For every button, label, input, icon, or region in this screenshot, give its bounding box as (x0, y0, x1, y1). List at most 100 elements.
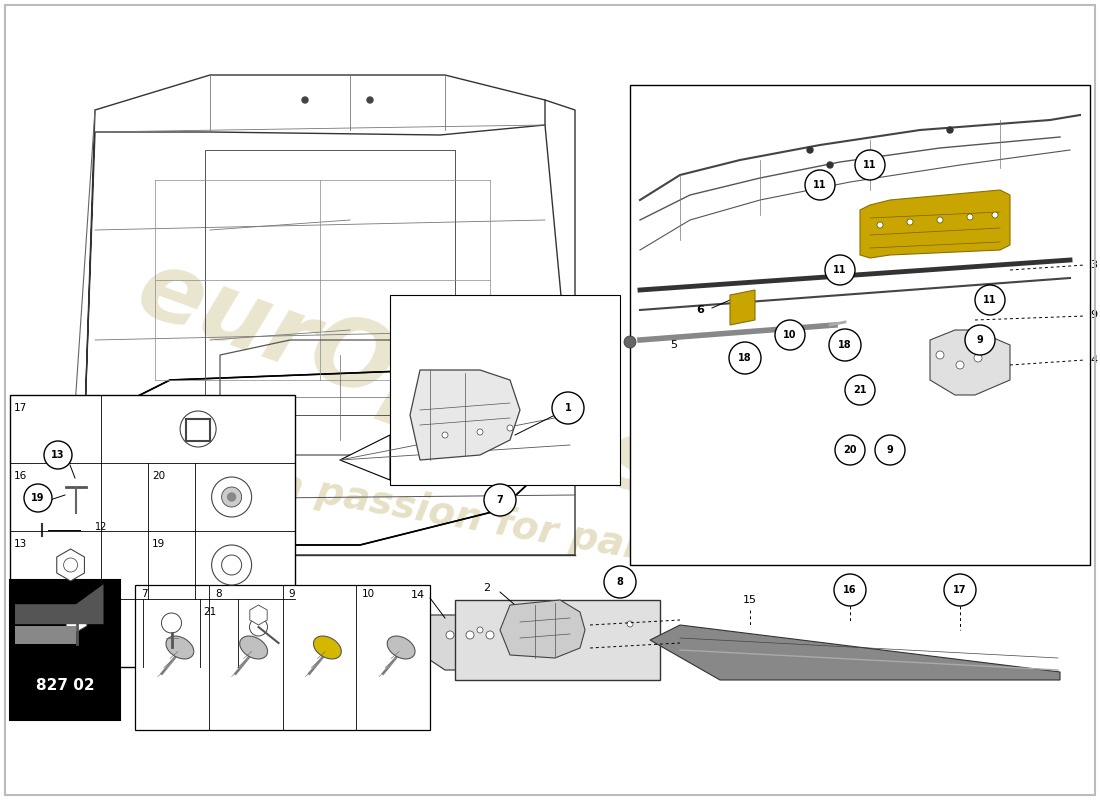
FancyBboxPatch shape (390, 295, 620, 485)
Ellipse shape (166, 636, 194, 659)
Circle shape (486, 631, 494, 639)
Text: 7: 7 (496, 495, 504, 505)
Circle shape (507, 425, 513, 431)
Circle shape (566, 623, 573, 629)
Circle shape (64, 558, 78, 572)
Polygon shape (66, 608, 87, 632)
Polygon shape (930, 330, 1010, 395)
Circle shape (24, 484, 52, 512)
Text: 8: 8 (214, 589, 221, 599)
Circle shape (975, 285, 1005, 315)
Text: 20: 20 (844, 445, 857, 455)
Circle shape (956, 361, 964, 369)
Text: 1: 1 (564, 403, 571, 413)
Circle shape (835, 435, 865, 465)
Polygon shape (15, 584, 103, 624)
Ellipse shape (240, 636, 267, 659)
Circle shape (992, 212, 998, 218)
Circle shape (556, 417, 561, 423)
Polygon shape (250, 605, 267, 625)
Circle shape (834, 574, 866, 606)
Circle shape (446, 631, 454, 639)
Circle shape (908, 219, 913, 225)
Text: 3: 3 (1090, 260, 1097, 270)
Text: 21: 21 (854, 385, 867, 395)
Ellipse shape (314, 636, 341, 659)
Text: 18: 18 (108, 607, 121, 617)
FancyBboxPatch shape (10, 395, 295, 667)
Circle shape (180, 411, 216, 447)
Text: 9: 9 (887, 445, 893, 455)
Polygon shape (340, 435, 390, 480)
Circle shape (874, 435, 905, 465)
Text: 15: 15 (742, 595, 757, 605)
Circle shape (162, 613, 182, 633)
Text: 11: 11 (983, 295, 997, 305)
FancyBboxPatch shape (15, 626, 76, 644)
Circle shape (442, 432, 448, 438)
Circle shape (827, 162, 833, 168)
Polygon shape (57, 549, 85, 581)
Circle shape (228, 493, 235, 501)
Circle shape (77, 517, 82, 523)
Polygon shape (500, 600, 585, 658)
Text: 18: 18 (838, 340, 851, 350)
Text: 4: 4 (1090, 355, 1097, 365)
Circle shape (627, 621, 632, 627)
Circle shape (477, 627, 483, 633)
Text: a passion for parts: a passion for parts (274, 466, 686, 574)
Circle shape (466, 631, 474, 639)
Circle shape (965, 325, 996, 355)
Text: 8: 8 (617, 577, 624, 587)
Text: 19: 19 (31, 493, 45, 503)
Circle shape (937, 217, 943, 223)
Text: 19: 19 (152, 539, 165, 549)
FancyBboxPatch shape (630, 85, 1090, 565)
Text: 6: 6 (696, 305, 704, 315)
Circle shape (877, 222, 883, 228)
Text: 9: 9 (288, 589, 295, 599)
Text: 5: 5 (670, 340, 676, 350)
Circle shape (947, 127, 953, 133)
Polygon shape (730, 290, 755, 325)
Circle shape (825, 255, 855, 285)
Text: 14: 14 (411, 590, 425, 600)
Text: 13: 13 (52, 450, 65, 460)
Text: eurOparts: eurOparts (124, 242, 676, 518)
Polygon shape (650, 625, 1060, 680)
Polygon shape (430, 615, 510, 670)
Circle shape (44, 441, 72, 469)
Circle shape (221, 487, 242, 507)
Text: 13: 13 (14, 539, 28, 549)
Circle shape (807, 147, 813, 153)
Circle shape (855, 150, 886, 180)
Text: 16: 16 (14, 471, 28, 481)
Polygon shape (410, 370, 520, 460)
Text: 11: 11 (864, 160, 877, 170)
Text: 9: 9 (977, 335, 983, 345)
Circle shape (77, 477, 82, 483)
Circle shape (367, 97, 373, 103)
Circle shape (845, 375, 875, 405)
Circle shape (552, 392, 584, 424)
Text: 20: 20 (152, 471, 165, 481)
Text: 827 02: 827 02 (35, 678, 95, 693)
Text: 7: 7 (141, 589, 147, 599)
Circle shape (211, 545, 252, 585)
Circle shape (967, 214, 974, 220)
FancyBboxPatch shape (10, 580, 120, 720)
Text: 9: 9 (1090, 310, 1097, 320)
Circle shape (776, 320, 805, 350)
Circle shape (477, 429, 483, 435)
Circle shape (944, 574, 976, 606)
Text: 11: 11 (813, 180, 827, 190)
Circle shape (517, 625, 522, 631)
Circle shape (729, 342, 761, 374)
Text: 11: 11 (13, 607, 26, 617)
Circle shape (302, 97, 308, 103)
Text: 2: 2 (483, 583, 491, 593)
Circle shape (484, 484, 516, 516)
Circle shape (974, 354, 982, 362)
Circle shape (936, 351, 944, 359)
Circle shape (604, 566, 636, 598)
